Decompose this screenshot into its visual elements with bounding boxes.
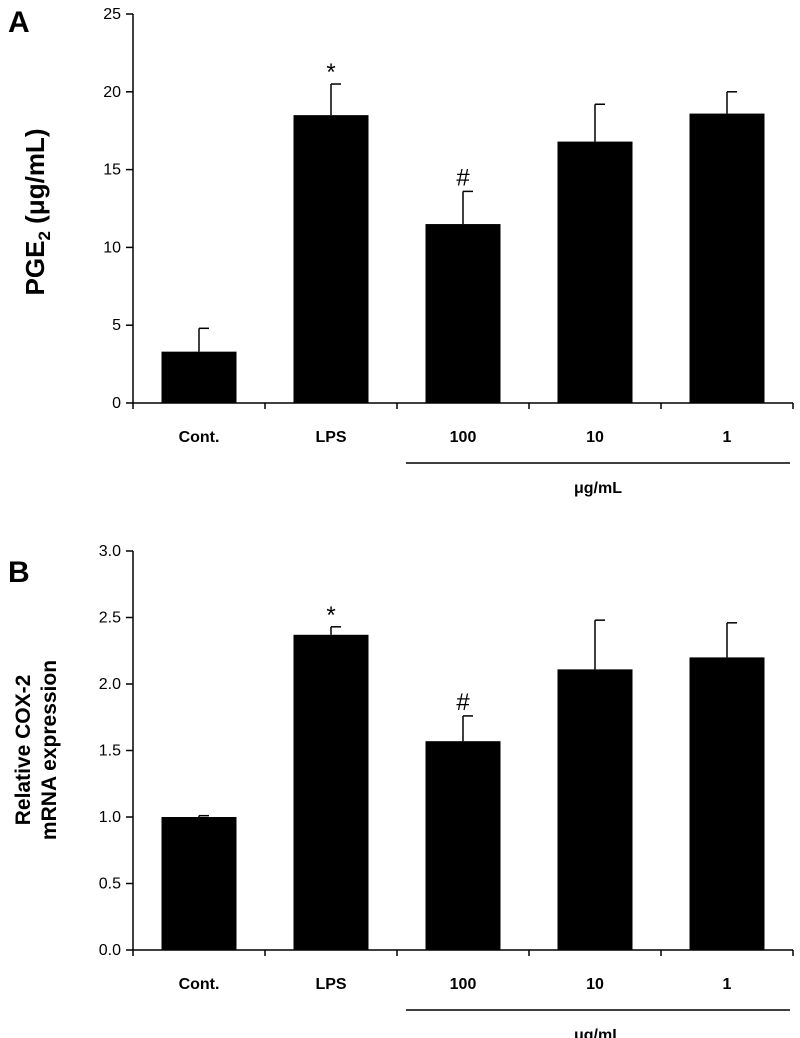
panel-a-category-label: 10 <box>586 429 604 446</box>
panel-a-bar <box>161 351 237 403</box>
panel-a-bar <box>293 115 369 403</box>
panel-a-y-tick-label: 10 <box>103 239 121 256</box>
panel-b-y-tick-label: 0.5 <box>99 876 121 893</box>
panel-a-ylabel: PGE2 (μg/mL) <box>20 129 54 296</box>
panel-b: B Relative COX-2 mRNA expression 0.0 0.5 1… <box>8 543 794 1038</box>
panel-a-plot: 0 5 10 15 20 25 Cont. * LPS #100 10 1 μg/mL <box>103 6 794 497</box>
panel-b-ylabel: Relative COX-2 mRNA expression <box>12 660 61 840</box>
panel-b-significance-mark: # <box>456 689 470 716</box>
panel-b-bar <box>557 669 633 950</box>
panel-b-y-tick-label: 1.0 <box>99 809 121 826</box>
panel-a-category-label: Cont. <box>179 429 220 446</box>
panel-a-category-label: 1 <box>723 429 732 446</box>
panel-b-y-tick-label: 2.5 <box>99 610 121 627</box>
panel-b-plot: 0.0 0.5 1.0 1.5 2.0 2.5 3.0 Cont. * LPS #100 10 1 μg/… <box>99 543 794 1038</box>
panel-a-significance-mark: # <box>456 164 470 191</box>
panel-b-bar <box>293 634 369 950</box>
panel-b-category-label: 1 <box>723 976 732 993</box>
panel-a-significance-mark: * <box>326 59 335 86</box>
panel-a-y-tick-label: 0 <box>112 395 121 412</box>
svg-text:PGE2 (μg/mL): PGE2 (μg/mL) <box>20 129 54 296</box>
panel-a-ylabel-main: PGE <box>20 241 50 296</box>
panel-b-category-label: LPS <box>315 976 346 993</box>
panel-a-category-label: LPS <box>315 429 346 446</box>
panel-a-y-tick-label: 15 <box>103 162 121 179</box>
panel-b-bar <box>425 741 501 950</box>
panel-b-category-label: Cont. <box>179 976 220 993</box>
panel-b-letter: B <box>8 556 30 589</box>
panel-a-y-tick-label: 20 <box>103 84 121 101</box>
panel-b-ylabel-line2: mRNA expression <box>38 660 61 840</box>
panel-a-y-tick-label: 5 <box>112 317 121 334</box>
panel-b-y-tick-label: 1.5 <box>99 743 121 760</box>
panel-a-ylabel-sub: 2 <box>35 231 54 240</box>
panel-b-significance-mark: * <box>326 602 335 629</box>
panel-b-ylabel-line1: Relative COX-2 <box>12 675 35 826</box>
panel-a-letter: A <box>8 6 30 39</box>
panel-b-y-tick-label: 0.0 <box>99 942 121 959</box>
panel-b-y-tick-label: 3.0 <box>99 543 121 560</box>
panel-b-bar <box>161 817 237 950</box>
panel-a-group-label: μg/mL <box>574 480 622 497</box>
panel-b-bar <box>689 657 765 950</box>
panel-a-bar <box>425 224 501 403</box>
panel-b-category-label: 100 <box>450 976 477 993</box>
panel-b-y-tick-label: 2.0 <box>99 676 121 693</box>
panel-a-category-label: 100 <box>450 429 477 446</box>
panel-b-category-label: 10 <box>586 976 604 993</box>
panel-a: A PGE2 (μg/mL) 0 5 10 15 20 25 Cont. * LPS #100 10… <box>8 6 794 497</box>
panel-b-group-label: μg/mL <box>574 1027 622 1038</box>
panel-a-bar <box>557 141 633 404</box>
panel-a-bar <box>689 113 765 404</box>
panel-a-ylabel-unit: (μg/mL) <box>20 129 50 232</box>
panel-a-y-tick-label: 25 <box>103 6 121 23</box>
